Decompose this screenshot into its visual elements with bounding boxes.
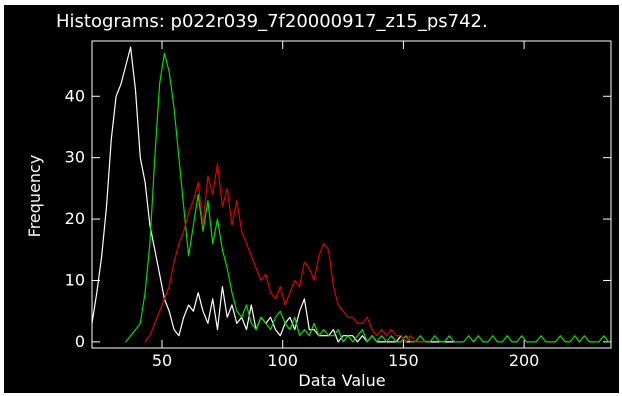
x-axis-label: Data Value [298, 371, 385, 390]
histogram-chart: Histograms: p022r039_7f20000917_z15_ps74… [25, 11, 612, 390]
chart-title: Histograms: p022r039_7f20000917_z15_ps74… [56, 11, 488, 32]
y-tick-label: 0 [75, 332, 85, 351]
series-layer [91, 46, 610, 343]
series-line-2 [125, 52, 610, 343]
plot-frame [91, 40, 612, 349]
y-tick-label: 30 [65, 148, 85, 167]
axes: 50 100 150 200 0 10 20 30 40 [65, 40, 612, 370]
x-tick-label: 100 [267, 351, 298, 370]
x-tick-label: 200 [509, 351, 540, 370]
y-tick-label: 40 [65, 86, 85, 105]
y-axis-label: Frequency [25, 155, 44, 238]
y-tick-label: 20 [65, 209, 85, 228]
series-line-3 [144, 163, 426, 343]
x-tick-label: 150 [388, 351, 419, 370]
y-tick-label: 10 [65, 270, 85, 289]
x-tick-label: 50 [152, 351, 172, 370]
plot-window: Histograms: p022r039_7f20000917_z15_ps74… [4, 5, 619, 393]
series-line-1 [91, 46, 455, 343]
